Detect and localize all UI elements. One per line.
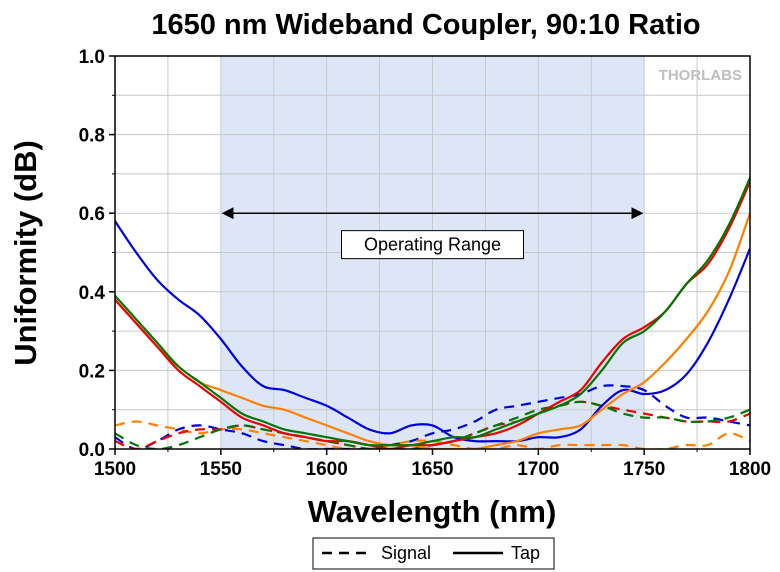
x-axis-label: Wavelength (nm) [308, 494, 557, 529]
operating-range-box [341, 230, 524, 260]
x-tick-label: 1800 [729, 459, 771, 480]
tap-series-line [115, 212, 750, 449]
chart-title: 1650 nm Wideband Coupler, 90:10 Ratio [151, 9, 700, 41]
x-tick-label: 1750 [623, 459, 665, 480]
operating-range-annotation: Operating Range [221, 207, 644, 260]
series-layer [115, 176, 750, 449]
operating-range-label: Operating Range [364, 235, 501, 255]
tap-series-line [115, 220, 750, 443]
y-tick-label: 0.8 [79, 126, 105, 147]
axis-ticks: 1500 1550 1600 1650 1700 1750 1800 0.0 0.2 0.4 0.6… [79, 47, 772, 480]
x-tick-label: 1650 [411, 459, 453, 480]
y-tick-label: 0.2 [79, 361, 105, 382]
legend-tap-label: Tap [511, 543, 540, 563]
tap-series-line [115, 180, 750, 449]
y-tick-label: 0.4 [79, 283, 106, 304]
thorlabs-logo: THORLABS [659, 67, 742, 84]
legend: Signal Tap [312, 537, 555, 570]
y-axis-label: Uniformity (dB) [8, 140, 43, 366]
y-tick-label: 1.0 [79, 47, 105, 68]
x-tick-label: 1600 [306, 459, 348, 480]
y-tick-label: 0.0 [79, 440, 105, 461]
signal-series-line [115, 384, 750, 449]
x-tick-label: 1500 [94, 459, 136, 480]
legend-box [312, 537, 555, 570]
tap-series-line [115, 176, 750, 447]
legend-signal-label: Signal [381, 543, 431, 563]
x-tick-label: 1700 [517, 459, 559, 480]
x-tick-label: 1550 [200, 459, 242, 480]
y-tick-label: 0.6 [79, 204, 105, 225]
